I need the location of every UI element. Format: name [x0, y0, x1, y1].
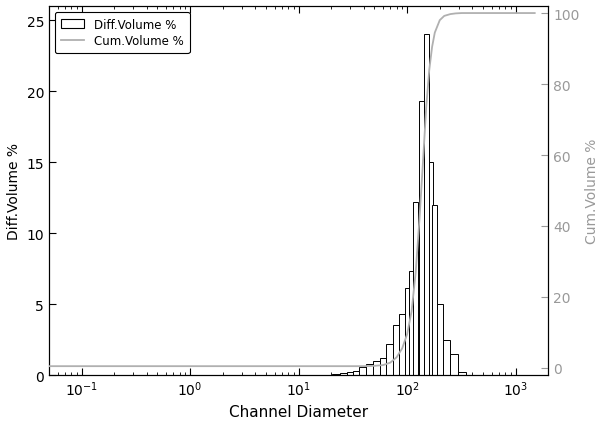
- Bar: [379, 358, 386, 375]
- Bar: [353, 371, 359, 375]
- Bar: [410, 272, 414, 375]
- Bar: [458, 372, 466, 375]
- Bar: [405, 289, 410, 375]
- Bar: [359, 367, 366, 375]
- Bar: [428, 163, 433, 375]
- Bar: [373, 361, 379, 375]
- Y-axis label: Diff.Volume %: Diff.Volume %: [7, 143, 21, 239]
- Bar: [442, 340, 450, 375]
- Bar: [331, 374, 339, 375]
- Y-axis label: Cum.Volume %: Cum.Volume %: [585, 138, 599, 244]
- Bar: [450, 354, 458, 375]
- Bar: [419, 102, 424, 375]
- Bar: [424, 35, 428, 375]
- Bar: [340, 374, 347, 375]
- Bar: [413, 202, 418, 375]
- Bar: [393, 325, 399, 375]
- Bar: [399, 314, 405, 375]
- Legend: Diff.Volume %, Cum.Volume %: Diff.Volume %, Cum.Volume %: [55, 13, 190, 54]
- X-axis label: Channel Diameter: Channel Diameter: [229, 404, 368, 419]
- Bar: [347, 373, 353, 375]
- Bar: [433, 205, 437, 375]
- Bar: [437, 304, 442, 375]
- Bar: [386, 344, 393, 375]
- Bar: [366, 364, 373, 375]
